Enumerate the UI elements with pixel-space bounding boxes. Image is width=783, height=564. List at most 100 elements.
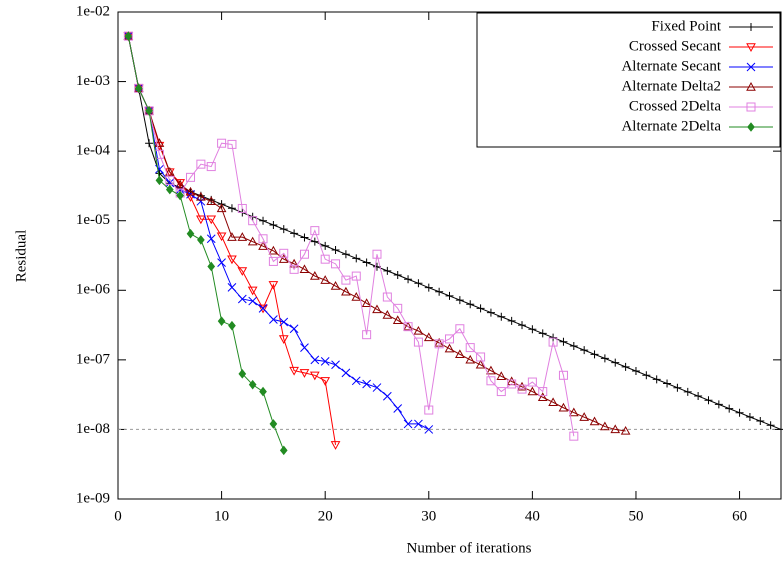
legend-marker xyxy=(746,102,756,112)
marker xyxy=(165,178,175,188)
legend-label: Crossed Secant xyxy=(629,38,722,54)
marker xyxy=(269,315,278,324)
marker xyxy=(414,279,423,288)
marker xyxy=(237,267,248,276)
marker xyxy=(185,186,196,196)
marker xyxy=(134,83,143,94)
series-line xyxy=(127,36,782,430)
legend-marker xyxy=(746,62,756,72)
marker xyxy=(330,281,341,290)
marker xyxy=(268,245,279,255)
marker xyxy=(247,236,258,246)
marker xyxy=(392,315,403,325)
marker xyxy=(196,159,206,169)
marker xyxy=(300,233,309,242)
marker xyxy=(289,366,299,376)
marker xyxy=(414,419,423,429)
marker xyxy=(537,392,548,401)
marker xyxy=(155,175,164,186)
legend-label: Alternate Delta2 xyxy=(621,78,721,94)
y-tick-label: 1e-03 xyxy=(76,73,110,89)
marker xyxy=(269,220,278,229)
series-line xyxy=(127,36,626,432)
y-tick-label: 1e-09 xyxy=(76,490,110,506)
marker xyxy=(559,337,568,346)
marker xyxy=(228,320,236,331)
marker xyxy=(299,369,310,378)
x-tick-label: 40 xyxy=(525,508,540,524)
marker xyxy=(527,386,538,396)
marker xyxy=(362,379,371,389)
marker xyxy=(445,291,454,300)
marker xyxy=(579,412,590,421)
marker xyxy=(434,339,444,349)
y-tick-label: 1e-02 xyxy=(76,3,110,19)
marker xyxy=(278,254,289,263)
marker xyxy=(186,172,196,182)
marker xyxy=(279,248,289,258)
marker xyxy=(331,360,340,370)
marker xyxy=(258,304,268,314)
series-line xyxy=(127,36,575,437)
marker xyxy=(424,425,434,434)
marker xyxy=(320,377,331,386)
marker xyxy=(279,445,288,456)
marker xyxy=(568,407,579,417)
marker xyxy=(309,371,320,381)
marker xyxy=(548,397,558,407)
marker xyxy=(309,271,320,280)
marker xyxy=(227,232,237,241)
marker xyxy=(145,139,154,148)
marker xyxy=(227,204,236,213)
x-tick-label: 20 xyxy=(318,508,333,524)
marker xyxy=(351,291,362,301)
marker xyxy=(341,250,350,259)
marker xyxy=(259,216,268,225)
marker xyxy=(352,254,361,263)
marker xyxy=(331,259,341,269)
marker xyxy=(269,419,278,429)
marker xyxy=(611,358,620,367)
marker xyxy=(217,138,227,148)
marker xyxy=(361,298,372,308)
marker xyxy=(237,232,248,241)
marker xyxy=(507,316,516,325)
marker xyxy=(196,191,206,201)
legend-label: Alternate Secant xyxy=(621,58,721,74)
marker xyxy=(445,334,454,344)
marker xyxy=(476,304,485,313)
marker xyxy=(238,369,247,379)
marker xyxy=(486,308,495,317)
marker xyxy=(766,421,775,430)
marker xyxy=(237,203,247,213)
marker xyxy=(466,300,475,309)
marker xyxy=(289,264,299,274)
marker xyxy=(216,203,227,213)
marker xyxy=(341,275,351,285)
marker xyxy=(413,337,423,347)
marker xyxy=(486,365,496,375)
marker xyxy=(216,232,227,242)
marker xyxy=(320,254,330,264)
marker xyxy=(620,425,631,435)
marker xyxy=(538,387,548,397)
x-tick-label: 60 xyxy=(732,508,747,524)
marker xyxy=(227,255,237,265)
marker xyxy=(518,321,527,330)
legend-label: Fixed Point xyxy=(651,18,721,34)
marker xyxy=(372,383,382,392)
marker xyxy=(227,283,237,292)
marker xyxy=(383,266,392,275)
marker xyxy=(196,215,206,225)
marker xyxy=(652,375,661,384)
marker xyxy=(217,316,226,326)
marker xyxy=(237,294,247,304)
marker xyxy=(642,371,651,380)
marker xyxy=(683,387,692,396)
marker xyxy=(382,292,392,302)
marker xyxy=(124,31,133,41)
marker xyxy=(247,286,258,296)
marker xyxy=(673,383,682,392)
marker xyxy=(393,404,403,413)
